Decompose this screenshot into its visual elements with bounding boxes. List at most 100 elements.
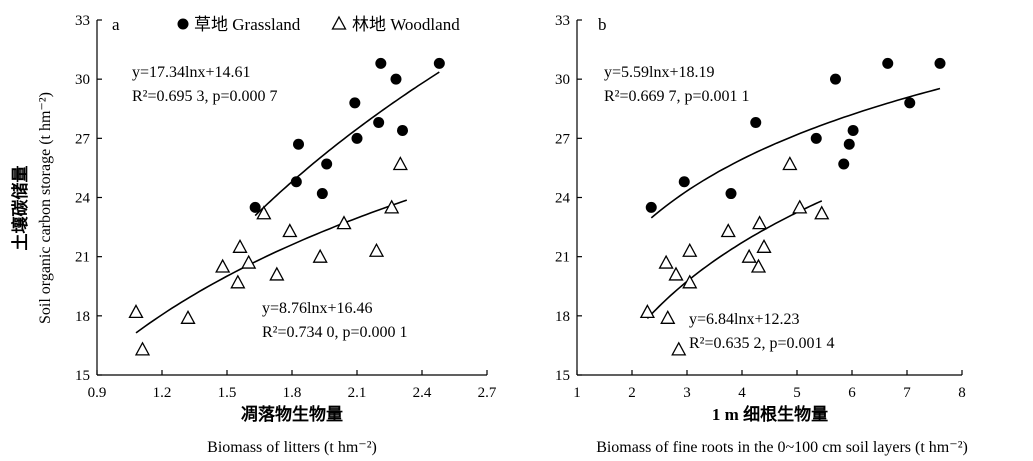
woodland-point: [671, 341, 687, 356]
woodland-point: [134, 341, 151, 356]
fit-equation: y=8.76lnx+16.46: [262, 300, 373, 317]
x-tick-label: 1: [573, 385, 581, 401]
woodland-point: [128, 304, 144, 319]
woodland-point: [312, 248, 328, 263]
x-tick-label: 2.4: [413, 385, 432, 401]
grassland-point: [390, 73, 402, 85]
woodland-point: [230, 274, 246, 289]
woodland-point: [241, 254, 257, 269]
x-tick-label: 1.8: [283, 385, 302, 401]
y-tick-label: 33: [75, 13, 90, 29]
x-tick-label: 6: [848, 385, 856, 401]
fit-curve-woodland: [646, 200, 823, 319]
fit-equation: y=17.34lnx+14.61: [132, 64, 251, 81]
y-tick-label: 27: [555, 131, 571, 147]
woodland-point: [720, 223, 736, 238]
woodland-point: [282, 223, 298, 238]
woodland-point: [368, 242, 385, 257]
grassland-point: [810, 132, 822, 144]
woodland-point: [668, 266, 684, 281]
panel-b: 15 18 21 24 27 30 33 1 2 3 4 5 6 7 8 b 1 m 细根生物量 Biomass …: [555, 13, 968, 456]
fit-stats: R²=0.669 7, p=0.001 1: [604, 88, 750, 105]
woodland-point: [232, 238, 248, 253]
x-axis-title-en: Biomass of litters (t hm⁻²): [207, 439, 377, 456]
grassland-point: [321, 158, 333, 170]
woodland-point: [814, 205, 830, 220]
x-tick-label: 1.2: [153, 385, 172, 401]
grassland-point: [316, 188, 328, 200]
x-tick-label: 5: [793, 385, 801, 401]
panel-a: 15 18 21 24 27 30 33 0.9 1.2 1.5 1.8 2.1 2.4 2.7 a 凋落物生…: [75, 13, 497, 456]
fit-curve-grassland: [650, 87, 941, 219]
y-tick-label: 33: [555, 13, 570, 29]
woodland-point: [782, 156, 798, 171]
y-tick-label: 18: [75, 309, 90, 325]
grassland-point: [843, 138, 855, 150]
x-tick-label: 8: [958, 385, 966, 401]
grassland-point: [725, 188, 737, 200]
fit-stats: R²=0.734 0, p=0.000 1: [262, 324, 408, 341]
woodland-point: [384, 199, 400, 214]
y-axis-title-cn: 土壤碳储量: [10, 166, 30, 251]
grassland-point: [375, 57, 387, 69]
fit-stats: R²=0.635 2, p=0.001 4: [689, 335, 835, 352]
grassland-point: [838, 158, 850, 170]
fit-equation: y=6.84lnx+12.23: [689, 311, 800, 328]
y-tick-label: 21: [75, 250, 90, 266]
y-tick-label: 24: [555, 191, 571, 207]
x-tick-label: 2.7: [478, 385, 497, 401]
fit-curve-grassland: [254, 71, 440, 217]
fit-curve-woodland: [135, 199, 408, 334]
grassland-point: [882, 57, 894, 69]
legend-grassland-label: 草地 Grassland: [194, 15, 301, 34]
woodland-point: [660, 309, 676, 324]
x-axis-title-cn: 1 m 细根生物量: [712, 404, 828, 424]
x-tick-label: 7: [903, 385, 911, 401]
grassland-point: [397, 124, 408, 136]
fit-equation: y=5.59lnx+18.19: [604, 64, 715, 81]
legend-grassland-marker: [177, 18, 189, 30]
grassland-point: [904, 97, 916, 109]
fit-stats: R²=0.695 3, p=0.000 7: [132, 88, 278, 105]
y-tick-label: 15: [75, 368, 90, 384]
woodland-point: [682, 242, 698, 257]
panel-letter: b: [598, 15, 607, 34]
y-tick-label: 18: [555, 309, 570, 325]
grassland-point: [678, 176, 690, 188]
x-tick-label: 4: [738, 385, 746, 401]
woodland-point: [180, 309, 196, 324]
grassland-point: [293, 138, 304, 150]
legend-woodland-label: 林地 Woodland: [352, 15, 460, 34]
x-tick-label: 1.5: [218, 385, 237, 401]
woodland-point: [792, 199, 808, 214]
grassland-point: [349, 97, 361, 109]
y-tick-label: 27: [75, 131, 91, 147]
grassland-point: [934, 57, 946, 69]
grassland-point: [249, 201, 261, 213]
woodland-point: [741, 248, 757, 263]
x-tick-label: 2: [628, 385, 636, 401]
woodland-point: [750, 258, 767, 273]
y-tick-label: 24: [75, 191, 91, 207]
panel-letter: a: [112, 15, 120, 34]
woodland-point: [682, 274, 698, 289]
legend-woodland-marker: [331, 15, 347, 30]
grassland-point: [433, 57, 445, 69]
y-tick-label: 30: [75, 72, 90, 88]
woodland-point: [336, 215, 352, 230]
grassland-point: [290, 176, 302, 188]
woodland-point: [215, 258, 231, 273]
x-axis-title-en: Biomass of fine roots in the 0~100 cm so…: [596, 439, 968, 456]
grassland-point: [847, 124, 859, 136]
woodland-point: [269, 266, 285, 281]
grassland-point: [750, 117, 762, 129]
x-axis-title-cn: 凋落物生物量: [241, 404, 343, 424]
woodland-point: [756, 238, 772, 253]
woodland-point: [658, 254, 674, 269]
grassland-point: [373, 117, 385, 129]
y-tick-label: 30: [555, 72, 570, 88]
grassland-point: [351, 132, 363, 144]
x-tick-label: 0.9: [88, 385, 107, 401]
x-tick-label: 3: [683, 385, 691, 401]
